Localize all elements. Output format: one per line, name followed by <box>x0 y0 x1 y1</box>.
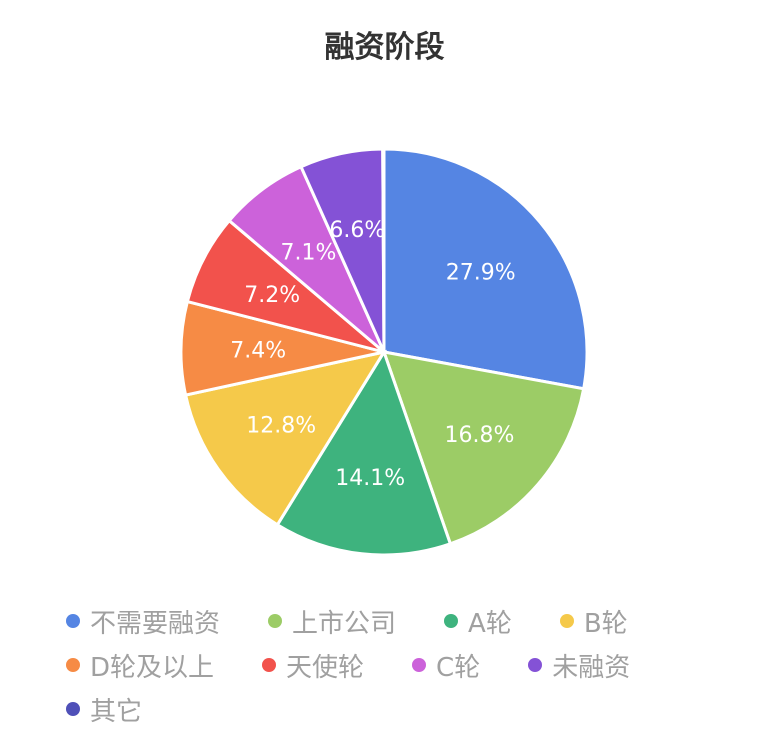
slice-label: 12.8% <box>246 414 316 439</box>
legend-label: C轮 <box>436 652 481 683</box>
legend-item[interactable]: C轮 <box>412 648 481 683</box>
legend-label: 其它 <box>90 696 143 727</box>
legend-item[interactable]: D轮及以上 <box>66 648 215 683</box>
legend-label: B轮 <box>583 608 628 639</box>
pie-slice[interactable] <box>382 147 589 391</box>
slice-label: 27.9% <box>446 260 516 285</box>
slice-label: 6.6% <box>329 218 385 243</box>
legend-item[interactable]: 其它 <box>66 692 143 727</box>
legend-dot-icon <box>66 658 80 672</box>
legend-item[interactable]: 上市公司 <box>268 604 397 639</box>
legend-dot-icon <box>66 614 80 628</box>
pie-slice[interactable] <box>381 147 386 353</box>
slice-label: 16.8% <box>445 423 515 448</box>
legend-dot-icon <box>412 658 427 672</box>
legend-item[interactable]: A轮 <box>444 604 512 639</box>
legend-dot-icon <box>66 702 80 716</box>
legend-item[interactable]: B轮 <box>559 604 628 639</box>
pie-chart: 27.9% 16.8% 14.1% 12.8% 7.4% 7.2% 7.1%6.6% <box>179 147 589 557</box>
legend-label: 上市公司 <box>292 608 397 639</box>
legend-label: A轮 <box>468 608 512 639</box>
legend: 不需要融资 上市公司 A轮 B轮 D轮及以上 天使轮 C轮 未融资其它 <box>66 604 726 727</box>
legend-dot-icon <box>268 614 283 628</box>
legend-label: 未融资 <box>552 652 631 683</box>
slice-label: 7.1% <box>280 240 336 265</box>
pie-slice[interactable] <box>275 348 453 557</box>
legend-item[interactable]: 未融资 <box>528 648 631 683</box>
slice-label: 7.4% <box>230 339 286 364</box>
pie-slice[interactable] <box>183 349 388 527</box>
legend-label: 天使轮 <box>286 652 365 683</box>
legend-dot-icon <box>444 614 459 628</box>
legend-label: D轮及以上 <box>90 652 215 683</box>
legend-item[interactable]: 天使轮 <box>262 648 365 683</box>
slice-label: 14.1% <box>335 466 405 491</box>
chart-title: 融资阶段 <box>324 30 445 65</box>
legend-dot-icon <box>559 614 574 628</box>
slice-label: 7.2% <box>244 283 300 308</box>
legend-dot-icon <box>262 658 277 672</box>
legend-dot-icon <box>528 658 543 672</box>
legend-item[interactable]: 不需要融资 <box>66 604 221 639</box>
legend-label: 不需要融资 <box>90 608 221 639</box>
